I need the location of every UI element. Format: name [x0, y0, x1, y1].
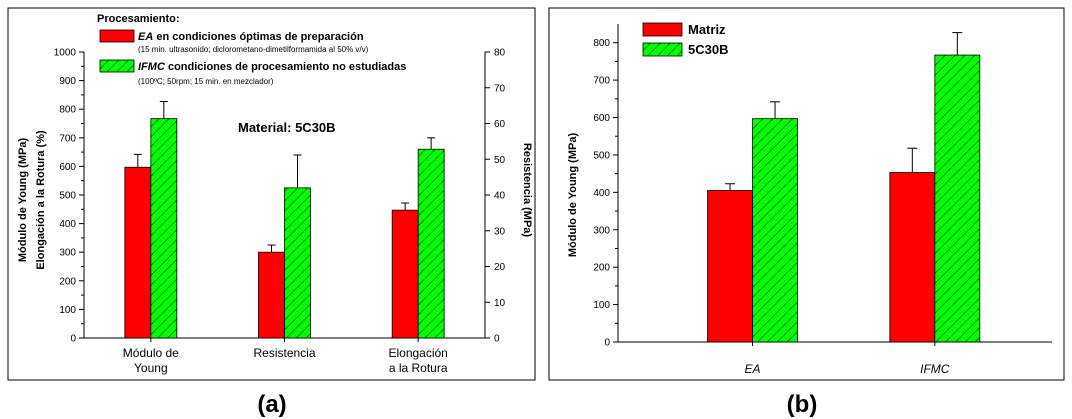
panel-b: 0 100 200 300 400 500 600 700 800 EA IFMC Matriz 5… — [548, 7, 1065, 381]
y-right-tick-label: 70 — [494, 83, 506, 94]
y-left-tick-label: 100 — [59, 305, 76, 316]
y-tick-label: 800 — [593, 38, 610, 49]
y-left-tick-label: 700 — [59, 133, 76, 144]
bar — [934, 54, 981, 343]
y-right-tick-label: 30 — [494, 226, 506, 237]
panel-a-axes: 0 100 200 300 400 500 600 700 800 900 1000 0 10 20 30 4… — [54, 48, 506, 376]
y-tick-label: 700 — [593, 76, 610, 87]
y-left-tick-label: 500 — [59, 191, 76, 202]
y-right-tick-label: 50 — [494, 155, 506, 166]
y-tick-label: 600 — [593, 113, 610, 124]
y-right-tick-label: 40 — [494, 191, 506, 202]
x-tick-label: Módulo de — [123, 346, 179, 360]
legend-sub-ea: (15 min. ultrasonido; diclorometano-dime… — [138, 45, 369, 54]
y-axis-left-title-1: Módulo de Young (MPa) — [17, 138, 29, 263]
y-tick-label: 100 — [593, 300, 610, 311]
y-left-tick-label: 600 — [59, 162, 76, 173]
legend-swatch-matriz — [642, 22, 683, 37]
panel-a: 0 100 200 300 400 500 600 700 800 900 1000 0 10 20 30 4… — [7, 7, 536, 381]
panel-b-frame — [548, 7, 1065, 381]
bar — [150, 118, 178, 339]
panel-b-bars — [707, 32, 981, 343]
bar — [284, 187, 311, 339]
y-right-tick-label: 10 — [494, 298, 506, 309]
bar — [258, 251, 285, 339]
material-annotation: Material: 5C30B — [238, 120, 336, 135]
x-tick-label: Resistencia — [253, 346, 315, 360]
legend-swatch-5c30b — [642, 42, 683, 57]
bar — [124, 166, 152, 339]
y-right-tick-label: 80 — [494, 48, 506, 59]
legend-title: Procesamiento: — [97, 13, 180, 25]
legend-swatch-ea — [99, 29, 135, 43]
y-left-tick-label: 900 — [59, 76, 76, 87]
y-left-tick-label: 1000 — [54, 48, 77, 59]
x-tick-label: Young — [134, 361, 168, 375]
legend-label-5c30b: 5C30B — [688, 42, 728, 57]
y-left-tick-label: 400 — [59, 219, 76, 230]
panel-b-caption: (b) — [787, 391, 818, 418]
y-tick-label: 500 — [593, 150, 610, 161]
y-axis-title-b: Módulo de Young (MPa) — [567, 133, 579, 258]
bar — [417, 148, 445, 339]
y-left-tick-label: 800 — [59, 105, 76, 116]
bar — [889, 172, 936, 343]
panel-b-axes: 0 100 200 300 400 500 600 700 800 EA IFMC — [593, 24, 1052, 376]
x-tick-label: a la Rotura — [389, 361, 448, 375]
bar — [707, 190, 753, 343]
y-tick-label: 300 — [593, 225, 610, 236]
y-tick-label: 0 — [604, 338, 610, 349]
y-axis-right-title: Resistencia (MPa) — [521, 143, 533, 237]
x-tick-label: EA — [745, 362, 761, 376]
x-tick-label: IFMC — [920, 362, 950, 376]
panel-a-bars — [124, 100, 445, 339]
y-left-tick-label: 200 — [59, 276, 76, 287]
bar — [752, 118, 798, 343]
y-right-tick-label: 60 — [494, 119, 506, 130]
y-right-tick-label: 20 — [494, 262, 506, 273]
y-axis-left-title-2: Elongación a la Rotura (%) — [35, 130, 47, 270]
bar — [391, 209, 419, 339]
panel-a-caption: (a) — [257, 391, 286, 418]
legend-label-ifmc: IFMC condiciones de procesamiento no est… — [138, 61, 406, 73]
x-tick-label: Elongación — [388, 346, 447, 360]
y-left-tick-label: 300 — [59, 248, 76, 259]
y-tick-label: 200 — [593, 263, 610, 274]
y-right-tick-label: 0 — [494, 334, 500, 345]
legend-label-ea: EA en condiciones óptimas de preparación — [138, 31, 364, 43]
y-left-tick-label: 0 — [70, 334, 76, 345]
legend-swatch-ifmc — [99, 59, 135, 73]
legend-sub-ifmc: (100ºC; 50rpm; 15 min. en mezclador) — [138, 77, 274, 86]
y-tick-label: 400 — [593, 188, 610, 199]
legend-label-matriz: Matriz — [688, 22, 726, 37]
